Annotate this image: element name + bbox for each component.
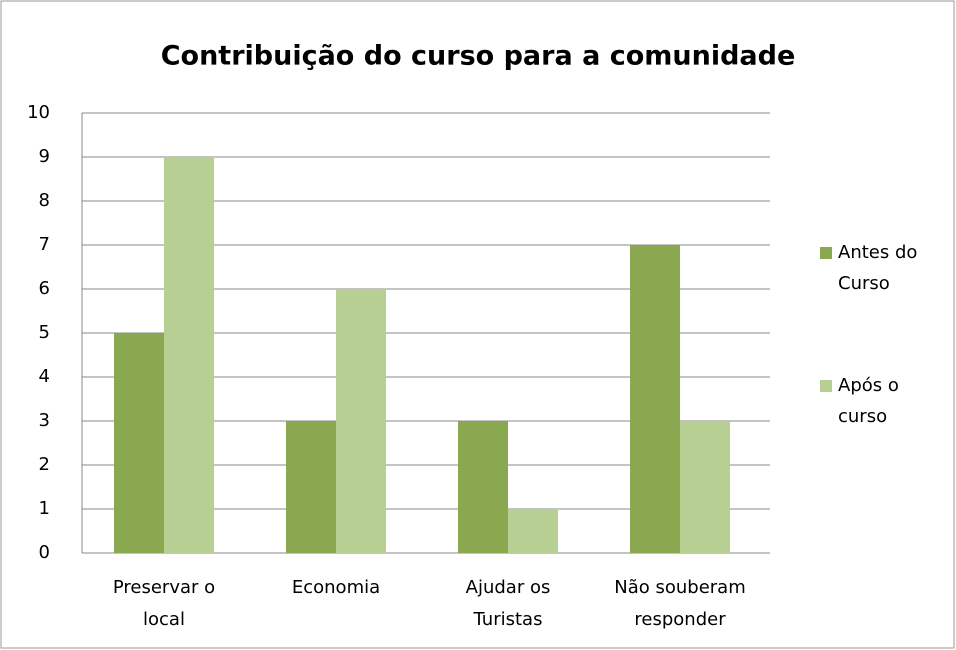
y-tick-label: 3 [39, 410, 50, 431]
bar [458, 421, 508, 553]
bar [336, 289, 386, 553]
bar [680, 421, 730, 553]
y-tick-label: 1 [39, 498, 50, 519]
y-tick-label: 0 [39, 542, 50, 563]
y-tick-label: 9 [39, 146, 50, 167]
y-tick-label: 6 [39, 278, 50, 299]
bar [508, 509, 558, 553]
legend-swatch [820, 380, 832, 392]
x-tick-label: Economia [292, 577, 380, 598]
x-tick-label: Ajudar os Turistas [466, 577, 551, 630]
y-tick-label: 7 [39, 234, 50, 255]
bar [164, 157, 214, 553]
y-tick-label: 2 [39, 454, 50, 475]
x-tick-label: Não souberam responder [614, 577, 746, 630]
legend-label: Após o curso [838, 375, 899, 427]
y-tick-label: 5 [39, 322, 50, 343]
bar [630, 245, 680, 553]
chart-title: Contribuição do curso para a comunidade [161, 41, 796, 72]
bar [114, 333, 164, 553]
y-tick-label: 4 [39, 366, 50, 387]
legend-label: Antes do Curso [838, 242, 917, 294]
x-tick-label: Preservar o local [113, 577, 215, 630]
legend-swatch [820, 247, 832, 259]
y-tick-label: 8 [39, 190, 50, 211]
bar [286, 421, 336, 553]
y-tick-label: 10 [27, 102, 50, 123]
